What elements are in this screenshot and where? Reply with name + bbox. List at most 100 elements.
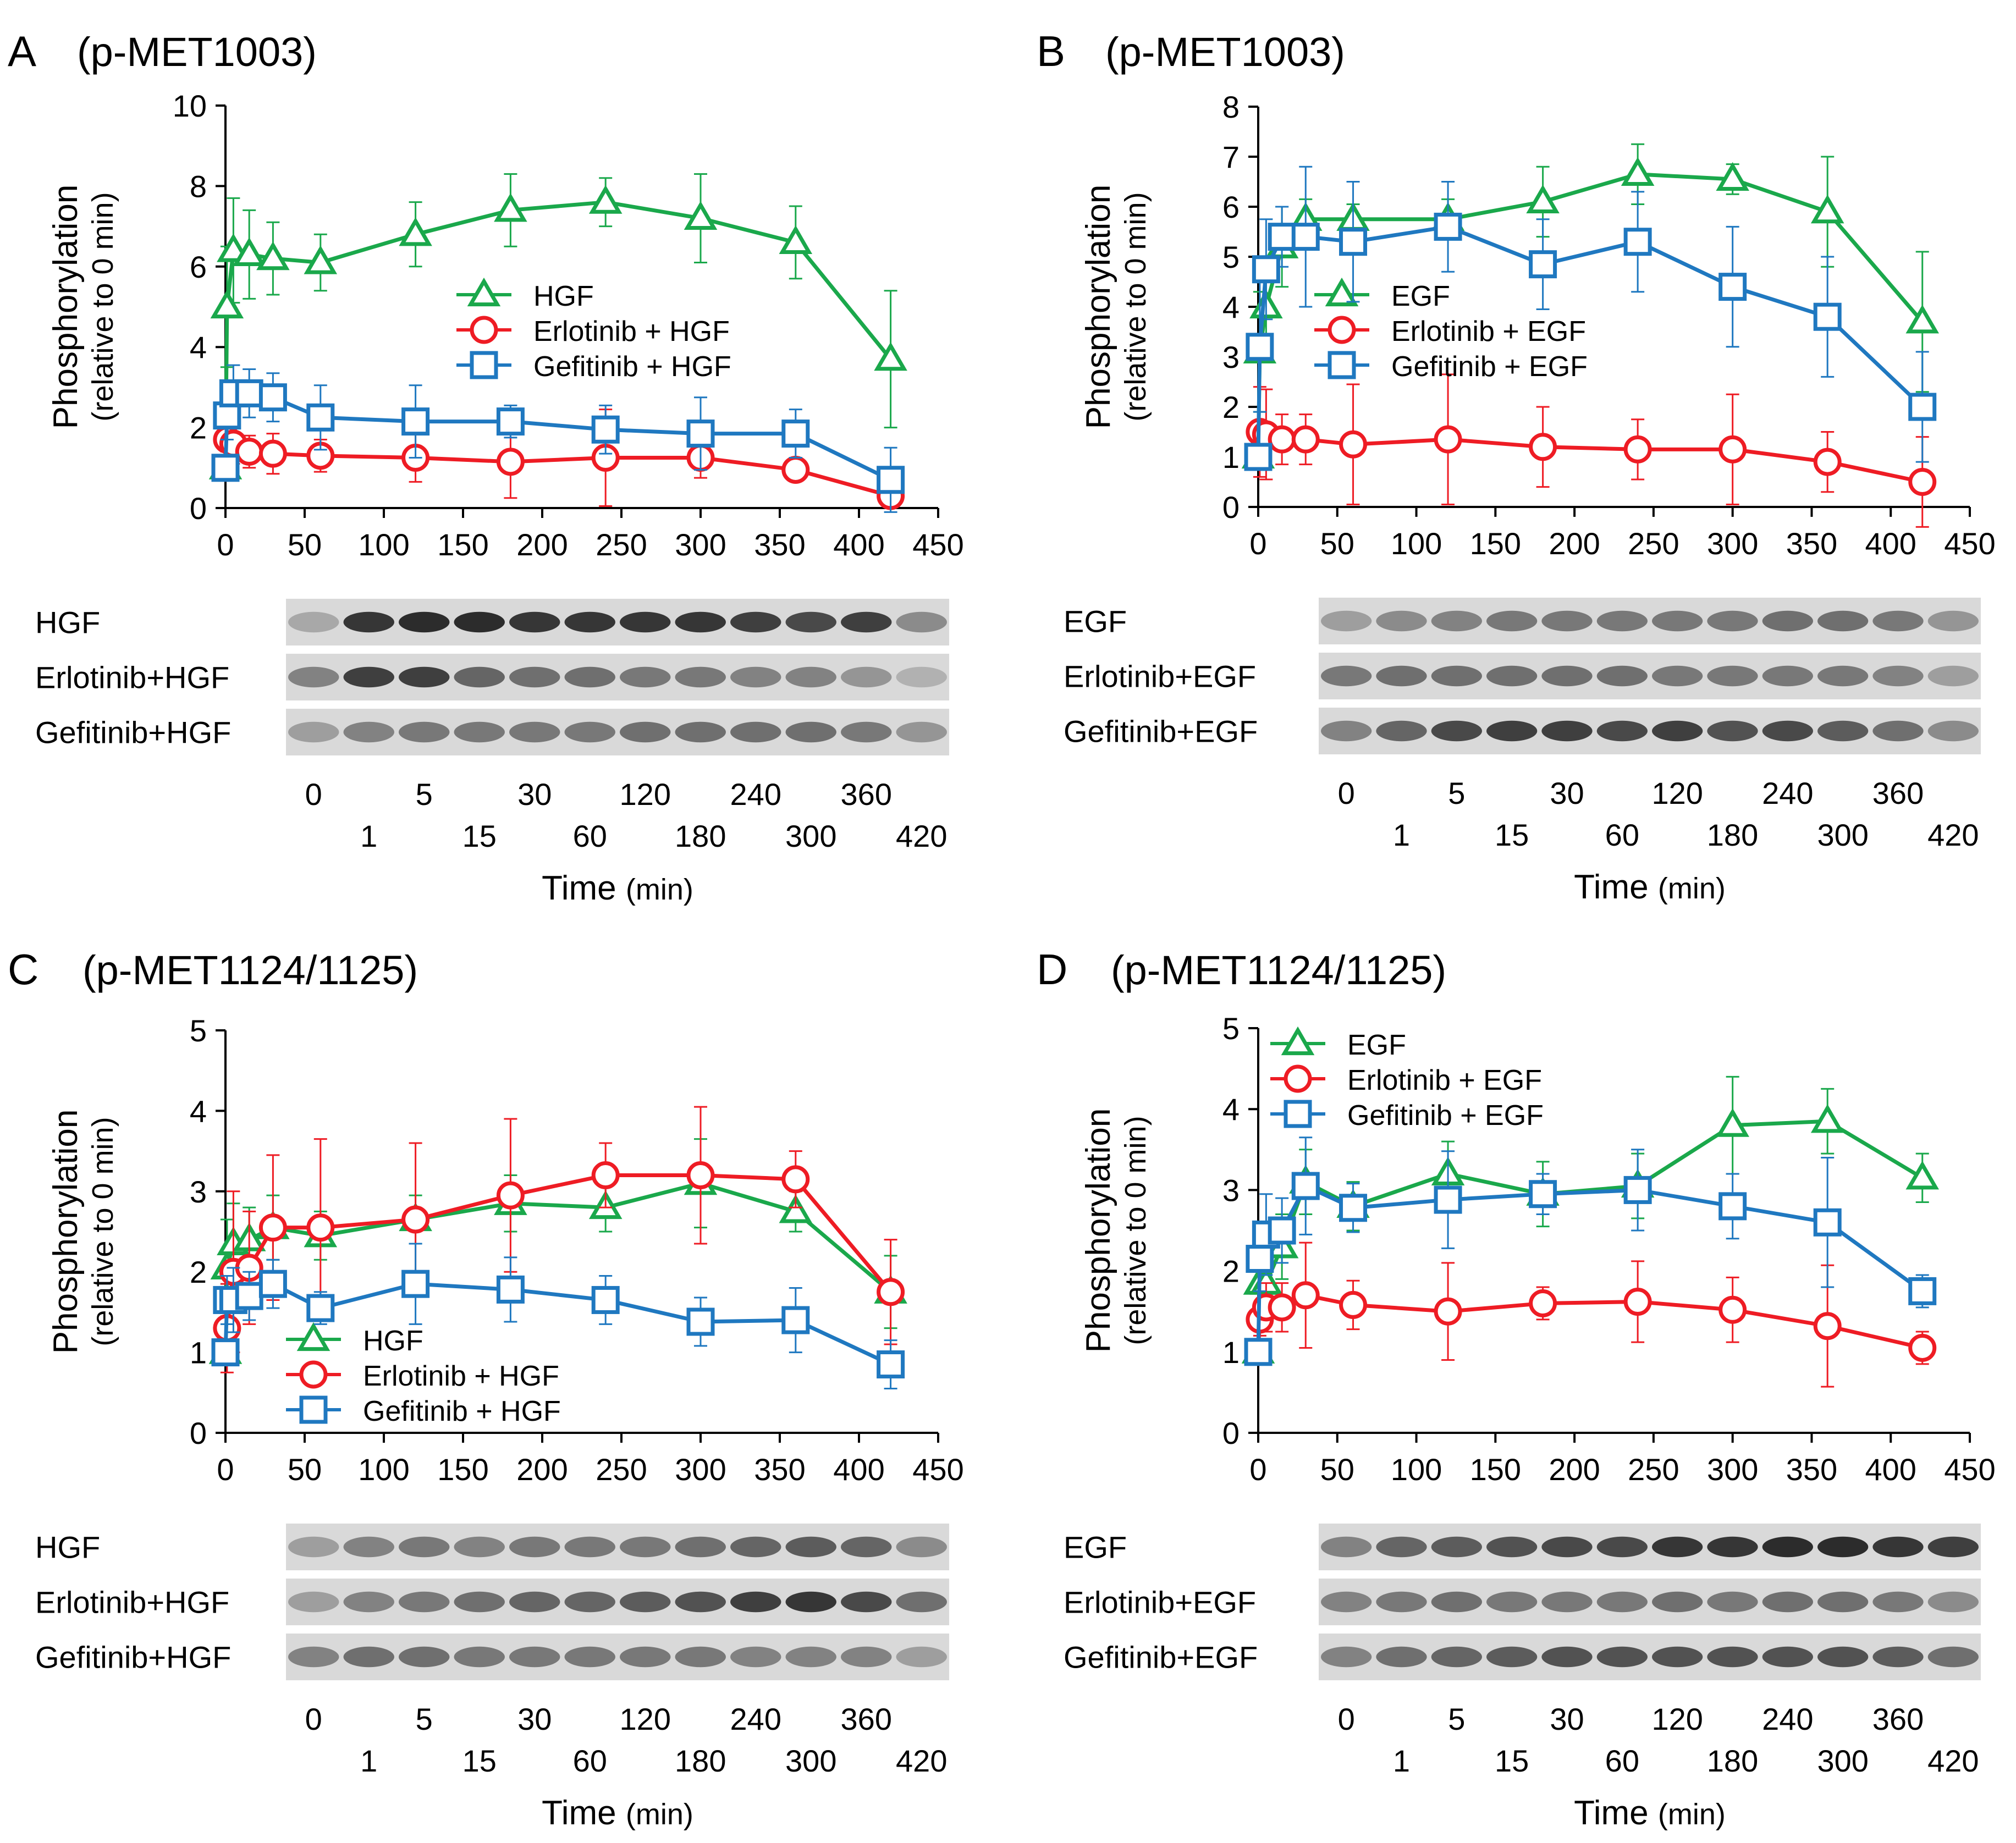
blot-band	[1707, 1591, 1758, 1613]
y-axis-sublabel: (relative to 0 min)	[1119, 1116, 1152, 1345]
data-point	[1905, 1161, 1940, 1190]
y-axis-label: Phosphorylation	[47, 1110, 85, 1354]
series-circle	[1244, 1241, 1937, 1388]
x-tick-label: 250	[596, 527, 647, 562]
blot-band	[730, 721, 781, 743]
y-axis-label: Phosphorylation	[1079, 185, 1117, 429]
time-axis-main: Time	[1574, 1794, 1658, 1832]
legend-marker	[1328, 316, 1356, 344]
blot-row-label: HGF	[35, 1530, 100, 1565]
lane-label: 120	[1651, 1702, 1703, 1736]
blot-band	[896, 1591, 947, 1613]
blot-band	[1376, 1591, 1427, 1613]
data-point	[1623, 1288, 1652, 1316]
data-point	[1813, 1312, 1842, 1340]
y-tick-label: 10	[173, 89, 207, 123]
data-point	[1339, 1290, 1368, 1319]
blot-band	[675, 1646, 726, 1668]
data-point	[1718, 435, 1747, 463]
blot-band	[1652, 1646, 1703, 1668]
blot-band	[1872, 720, 1924, 742]
blot-band	[343, 666, 394, 688]
lane-label: 15	[1495, 818, 1529, 852]
x-tick-label: 100	[358, 527, 409, 562]
legend-label: EGF	[1347, 1029, 1406, 1061]
data-point	[877, 1278, 905, 1306]
blot-band	[1541, 610, 1593, 632]
blot-band	[1541, 1646, 1593, 1668]
blot-band	[509, 1591, 560, 1613]
time-axis-title: Time (min)	[542, 1794, 693, 1832]
lane-label: 5	[1448, 1702, 1465, 1736]
blot-band	[1596, 665, 1648, 687]
data-point	[306, 1213, 335, 1242]
blot-band	[675, 666, 726, 688]
legend-marker	[299, 1360, 328, 1389]
panel-b: B (p-MET1003) Phosphorylation (relative to …	[1037, 27, 1996, 906]
blot-band	[1762, 1646, 1813, 1668]
blot-band	[841, 1536, 892, 1558]
data-point	[1718, 273, 1747, 301]
series-square	[1244, 165, 1937, 471]
lane-label: 180	[675, 1743, 726, 1778]
data-point	[258, 1270, 287, 1298]
blot-band	[841, 1646, 892, 1668]
data-point	[588, 185, 623, 214]
x-tick-label: 100	[1391, 1452, 1442, 1487]
lane-label: 30	[1550, 776, 1584, 810]
blot-band	[841, 1591, 892, 1613]
x-tick-label: 350	[1786, 1452, 1837, 1487]
data-point	[1813, 1208, 1842, 1237]
x-tick-label: 450	[912, 527, 963, 562]
blot-band	[509, 721, 560, 743]
lane-label: 0	[1338, 776, 1355, 810]
blot-band	[564, 666, 615, 688]
y-tick-label: 1	[1222, 440, 1240, 474]
data-point	[401, 1270, 430, 1298]
blot-row-label: Erlotinib+EGF	[1064, 659, 1256, 694]
blot-band	[1707, 665, 1758, 687]
blot-band	[896, 721, 947, 743]
blot-band	[509, 1536, 560, 1558]
panel-a: A (p-MET1003) Phosphorylation (relative to …	[8, 27, 964, 907]
blot-band	[1321, 665, 1372, 687]
y-tick-label: 8	[1222, 90, 1240, 124]
lane-label: 240	[1762, 776, 1813, 810]
blot-band	[1596, 1591, 1648, 1613]
x-tick-label: 400	[833, 1452, 884, 1487]
blot-band	[1652, 610, 1703, 632]
blot-band	[1431, 1591, 1482, 1613]
panel-letter: A	[8, 27, 36, 75]
legend-marker	[1325, 277, 1359, 307]
blot-band	[896, 666, 947, 688]
data-point	[686, 1307, 715, 1336]
legend-marker	[296, 1322, 331, 1351]
legend-marker	[1328, 351, 1356, 379]
data-point	[686, 420, 715, 448]
blot-strip	[1319, 1634, 1981, 1680]
blot-strip	[286, 709, 949, 755]
legend-label: Erlotinib + HGF	[533, 316, 730, 347]
blot-band	[1817, 1591, 1869, 1613]
lane-label: 420	[1927, 1743, 1979, 1778]
time-axis-title: Time (min)	[1574, 1794, 1726, 1832]
data-point	[1908, 1277, 1937, 1305]
blot-band	[620, 666, 671, 688]
x-tick-label: 300	[675, 527, 726, 562]
data-point	[1339, 228, 1368, 256]
blot-band	[1486, 720, 1538, 742]
panel-c: C (p-MET1124/1125) Phosphorylation (relativ…	[8, 945, 964, 1832]
blot-band	[730, 1646, 781, 1668]
blot-band	[1707, 1646, 1758, 1668]
blot-band	[1321, 1536, 1372, 1558]
y-tick-label: 2	[1222, 390, 1240, 424]
x-tick-label: 0	[1249, 526, 1266, 561]
data-point	[781, 1165, 810, 1194]
series-circle	[1244, 373, 1937, 528]
lane-label: 360	[841, 777, 892, 812]
data-point	[1716, 162, 1749, 191]
lane-label: 1	[360, 1743, 377, 1778]
lane-label: 5	[416, 777, 433, 812]
lane-label: 180	[1707, 1743, 1758, 1778]
blot-strip	[286, 1634, 949, 1680]
